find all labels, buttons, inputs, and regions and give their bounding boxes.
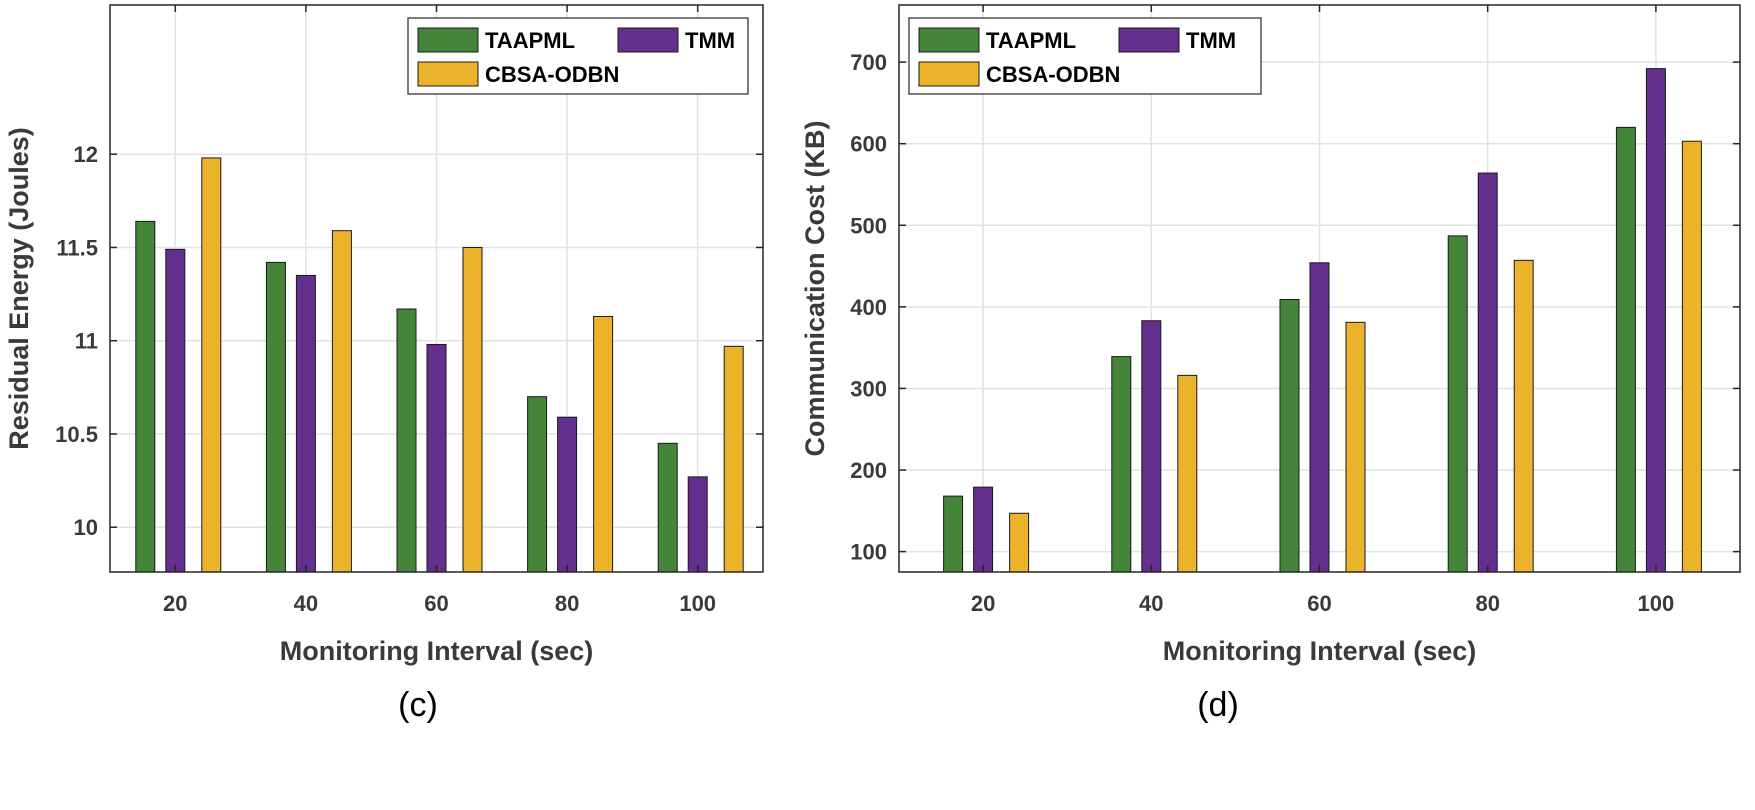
y-tick-label: 100 [850, 540, 887, 565]
bar-taapml-60 [1279, 299, 1300, 573]
y-tick-label: 11 [75, 329, 98, 354]
bar-cbsa-odbn-60 [462, 246, 483, 573]
legend-label-cbsa-odbn: CBSA-ODBN [986, 62, 1120, 87]
bar-taapml-20 [943, 495, 964, 573]
bar-tmm-80 [1477, 172, 1498, 573]
panel-caption: (c) [398, 686, 438, 724]
x-tick-label: 20 [971, 591, 995, 616]
x-tick-label: 40 [294, 591, 318, 616]
x-tick-label: 60 [1307, 591, 1331, 616]
legend-label-tmm: TMM [685, 28, 735, 53]
bar-cbsa-odbn-40 [331, 230, 352, 573]
y-tick-label: 600 [850, 132, 887, 157]
legend-label-cbsa-odbn: CBSA-ODBN [485, 62, 619, 87]
x-tick-label: 100 [1638, 591, 1675, 616]
legend-swatch-cbsa-odbn [417, 61, 479, 87]
y-tick-label: 11.5 [56, 235, 98, 260]
bar-tmm-80 [557, 416, 578, 573]
bar-taapml-20 [135, 220, 156, 573]
bar-tmm-40 [295, 274, 316, 573]
bar-cbsa-odbn-60 [1345, 321, 1366, 573]
x-tick-label: 20 [163, 591, 187, 616]
bar-taapml-40 [1111, 356, 1132, 573]
panel-caption: (d) [1197, 686, 1239, 724]
legend-swatch-tmm [617, 27, 679, 53]
legend-swatch-taapml [417, 27, 479, 53]
bar-cbsa-odbn-20 [1009, 512, 1030, 573]
chart-panel-d: 100 200 300 400 500 600 700 20 40 60 80 100 Monitori… [800, 4, 1741, 724]
bar-taapml-100 [1615, 126, 1636, 573]
y-tick-label: 10.5 [55, 422, 98, 447]
x-tick-label: 80 [555, 591, 579, 616]
bar-cbsa-odbn-20 [201, 157, 222, 573]
x-tick-label: 60 [424, 591, 448, 616]
x-axis-label: Monitoring Interval (sec) [1163, 636, 1477, 666]
bar-tmm-20 [165, 248, 186, 573]
chart-panel-c: 10 10.5 11 11.5 12 20 40 60 80 100 Monitoring Inte… [4, 4, 764, 724]
y-tick-label: 300 [850, 376, 887, 401]
legend: TAAPML TMM CBSA-ODBN [407, 17, 749, 95]
legend-label-taapml: TAAPML [986, 28, 1076, 53]
bar-taapml-80 [1447, 235, 1468, 573]
bar-tmm-20 [973, 486, 994, 573]
x-tick-label: 40 [1139, 591, 1163, 616]
bar-taapml-80 [527, 396, 548, 573]
bar-taapml-40 [265, 261, 286, 573]
y-tick-label: 500 [850, 213, 887, 238]
x-tick-label: 80 [1475, 591, 1499, 616]
legend-label-tmm: TMM [1186, 28, 1236, 53]
bar-tmm-100 [687, 476, 708, 573]
bar-tmm-40 [1141, 320, 1162, 573]
bar-tmm-100 [1645, 68, 1666, 573]
y-axis-label: Communication Cost (KB) [800, 121, 830, 457]
legend-label-taapml: TAAPML [485, 28, 575, 53]
y-tick-label: 10 [74, 515, 98, 540]
y-tick-label: 400 [850, 295, 887, 320]
bar-cbsa-odbn-100 [723, 345, 744, 573]
y-axis-label: Residual Energy (Joules) [4, 127, 34, 450]
bar-cbsa-odbn-40 [1177, 374, 1198, 573]
x-axis-label: Monitoring Interval (sec) [280, 636, 594, 666]
bar-cbsa-odbn-80 [1513, 259, 1534, 573]
x-tick-label: 100 [679, 591, 716, 616]
legend-swatch-taapml [918, 27, 980, 53]
bar-cbsa-odbn-100 [1681, 140, 1702, 573]
legend-swatch-cbsa-odbn [918, 61, 980, 87]
legend: TAAPML TMM CBSA-ODBN [908, 17, 1262, 95]
y-tick-label: 700 [850, 50, 887, 75]
bar-tmm-60 [426, 343, 447, 573]
bar-taapml-60 [396, 308, 417, 573]
bar-cbsa-odbn-80 [593, 315, 614, 573]
y-tick-label: 200 [850, 458, 887, 483]
bar-taapml-100 [657, 442, 678, 573]
y-tick-label: 12 [74, 142, 98, 167]
bar-tmm-60 [1309, 262, 1330, 573]
legend-swatch-tmm [1118, 27, 1180, 53]
